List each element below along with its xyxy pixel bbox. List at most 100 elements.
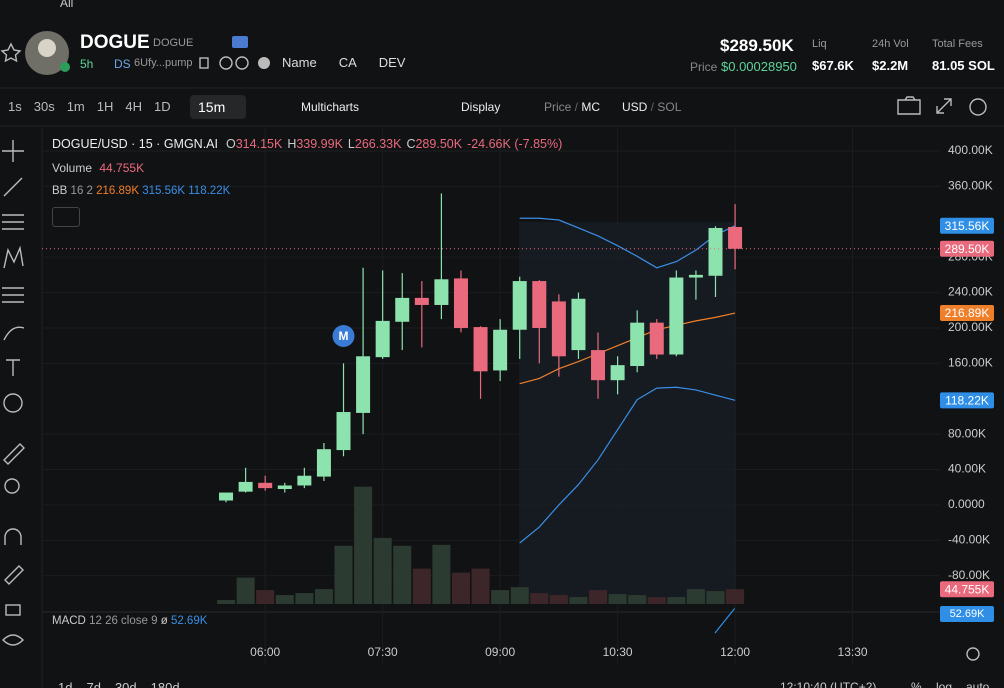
range[interactable]: 1d	[58, 680, 73, 688]
address[interactable]: 6Ufy...pump	[134, 57, 193, 69]
tool[interactable]	[3, 177, 23, 197]
ohlc-key: C	[406, 137, 416, 151]
active-bg	[190, 95, 246, 119]
price-tag	[940, 217, 994, 234]
pct[interactable]: %	[911, 680, 922, 688]
x-tick-label: 10:30	[603, 645, 633, 659]
icon[interactable]	[258, 57, 270, 69]
tool[interactable]	[3, 393, 23, 413]
tool[interactable]	[2, 634, 24, 646]
log[interactable]: log	[936, 680, 953, 688]
candle-body	[258, 482, 273, 489]
volume-bar	[314, 589, 333, 604]
stat-label: Liq	[812, 38, 827, 50]
ds[interactable]: DS	[114, 57, 131, 71]
tool[interactable]	[2, 214, 24, 230]
badge	[232, 36, 248, 48]
range[interactable]: 7d	[86, 680, 101, 688]
volume-bar	[256, 590, 275, 604]
x-tick-label: 09:00	[485, 645, 515, 659]
volume-bar	[667, 597, 686, 604]
multicharts[interactable]: Multicharts	[301, 100, 360, 114]
value: 52.69K	[170, 615, 208, 627]
link[interactable]: CA	[338, 55, 357, 70]
interval[interactable]: 30s	[33, 99, 55, 114]
stat: 24h Vol $2.2M	[872, 38, 918, 73]
y-tick-label: -40.00K	[948, 533, 990, 547]
stats: Liq $67.6K 24h Vol $2.2M Total Fees 81.05 SOL	[812, 38, 1004, 73]
y-tick-label: -80.00K	[948, 568, 990, 582]
copy[interactable]	[199, 57, 209, 69]
price-mc[interactable]: Price / MC	[544, 100, 600, 114]
tool[interactable]	[2, 287, 24, 303]
candle-body	[728, 226, 743, 249]
volume-bar	[726, 589, 745, 604]
interval[interactable]: 1s	[8, 99, 22, 114]
price-label: Price	[690, 60, 718, 74]
icon[interactable]	[219, 56, 233, 70]
interval[interactable]: 1m	[66, 99, 85, 114]
interval[interactable]: 4H	[125, 99, 143, 114]
candle-body	[453, 278, 468, 328]
volume-bar	[432, 544, 451, 604]
ohlc-value: 314.15K	[235, 137, 283, 151]
tool[interactable]	[2, 140, 24, 162]
settings[interactable]	[966, 647, 980, 661]
interval[interactable]: 1D	[154, 99, 171, 114]
volume-bar	[628, 595, 647, 604]
volume-bar	[471, 568, 490, 604]
y-tick-label: 400.00K	[948, 143, 993, 157]
usd-sol[interactable]: USD / SOL	[622, 100, 681, 114]
tool[interactable]	[3, 443, 25, 465]
macd-line	[714, 607, 736, 634]
star[interactable]	[0, 42, 22, 63]
candle-body	[688, 274, 703, 278]
volume-bar	[647, 597, 666, 604]
candle-body	[512, 281, 527, 330]
badge	[60, 62, 70, 72]
stat-value: 81.05 SOL	[932, 58, 995, 73]
volume-bar	[295, 593, 314, 604]
range[interactable]: 30d	[114, 680, 137, 688]
opt: Price	[544, 100, 572, 114]
settings[interactable]	[969, 98, 987, 116]
candle-body	[375, 320, 390, 358]
auto[interactable]: auto	[966, 680, 990, 688]
link[interactable]: DEV	[378, 55, 406, 70]
value: 315.56K	[142, 185, 186, 197]
tool[interactable]	[4, 528, 22, 545]
header-icons	[0, 31, 1004, 127]
tool[interactable]	[3, 245, 24, 269]
volume-bar	[412, 568, 431, 604]
collapse[interactable]	[52, 207, 80, 227]
tab[interactable]: All	[60, 0, 74, 10]
value: 44.755K	[99, 161, 145, 175]
active-interval[interactable]: 15m	[198, 99, 226, 115]
ohlc-key: O	[226, 137, 236, 151]
candle-body	[414, 297, 429, 305]
tool[interactable]	[5, 604, 21, 616]
tool[interactable]	[6, 359, 20, 376]
camera[interactable]	[897, 96, 921, 115]
sep: /	[647, 100, 658, 114]
candle-body	[434, 279, 449, 305]
icon[interactable]	[235, 56, 249, 70]
interval[interactable]: 1H	[96, 99, 114, 114]
tool[interactable]	[3, 326, 25, 341]
link[interactable]: Name	[282, 55, 317, 70]
stat: Liq $67.6K	[812, 38, 858, 73]
tool[interactable]	[4, 478, 20, 494]
volume-bar	[236, 577, 255, 604]
sep: /	[571, 100, 582, 114]
expand[interactable]	[936, 98, 952, 114]
stat-label: 24h Vol	[872, 38, 909, 50]
y-tick-label: 200.00K	[948, 320, 993, 334]
price-tag-label: 289.50K	[945, 242, 990, 256]
tool[interactable]	[4, 565, 24, 585]
range[interactable]: 180d	[150, 680, 180, 688]
y-tick-label: 0.0000	[948, 497, 985, 511]
display[interactable]: Display	[461, 100, 501, 114]
candle-body	[532, 281, 547, 328]
candle-body	[316, 449, 331, 477]
ohlc-key: L	[347, 137, 355, 151]
